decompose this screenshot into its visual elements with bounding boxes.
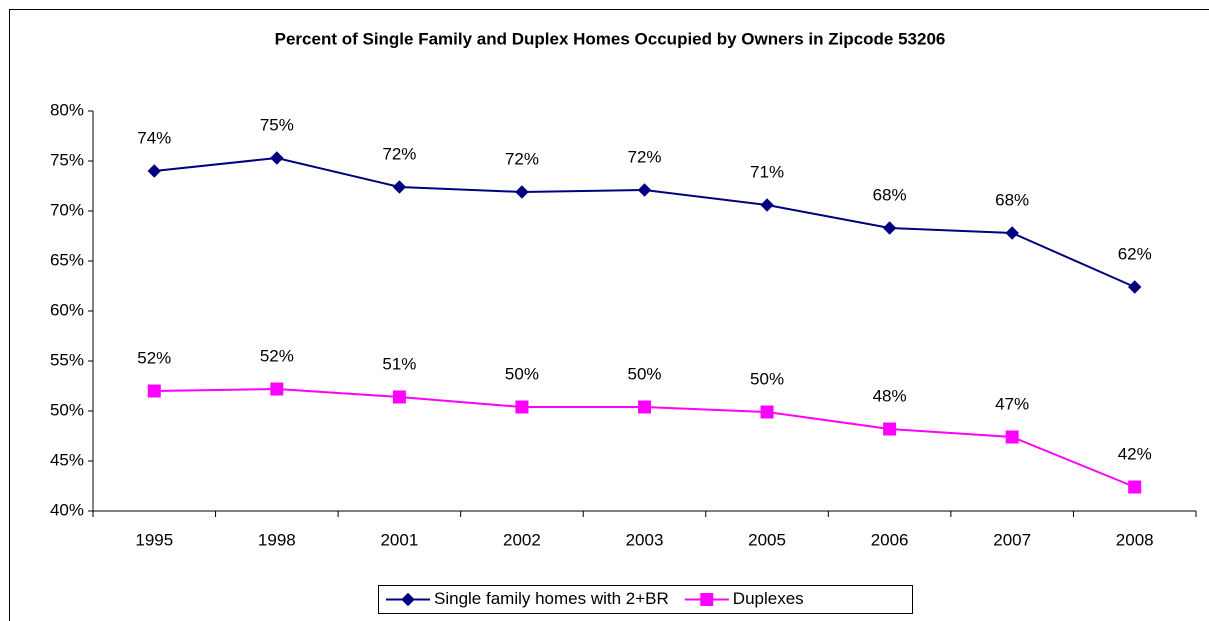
data-point: [1128, 280, 1142, 294]
chart-title: Percent of Single Family and Duplex Home…: [275, 29, 946, 48]
data-label: 48%: [873, 386, 907, 405]
x-tick-label: 2002: [503, 530, 541, 549]
data-point: [882, 221, 897, 235]
y-tick-label: 60%: [50, 300, 84, 319]
data-point: [147, 384, 161, 398]
data-label: 68%: [873, 185, 907, 204]
data-label: 50%: [627, 364, 661, 383]
data-point: [1128, 480, 1142, 494]
data-label: 47%: [995, 394, 1029, 413]
y-tick-label: 75%: [50, 150, 84, 169]
data-label: 50%: [505, 364, 539, 383]
data-label: 68%: [995, 190, 1029, 209]
data-point: [515, 185, 529, 199]
y-tick-label: 45%: [50, 450, 84, 469]
x-tick-label: 2006: [871, 530, 909, 549]
data-point: [270, 382, 284, 396]
legend-label: Duplexes: [733, 589, 804, 608]
x-tick-label: 2003: [626, 530, 664, 549]
data-label: 74%: [137, 128, 171, 147]
data-label: 71%: [750, 162, 784, 181]
legend-label: Single family homes with 2+BR: [434, 589, 669, 608]
data-label: 75%: [260, 115, 294, 134]
data-label: 52%: [260, 346, 294, 365]
x-tick-label: 2005: [748, 530, 786, 549]
data-point: [147, 164, 161, 178]
data-point: [638, 400, 651, 414]
x-tick-label: 2001: [380, 530, 418, 549]
data-point: [637, 183, 652, 197]
data-label: 52%: [137, 348, 171, 367]
data-label: 62%: [1118, 244, 1152, 263]
data-label: 72%: [505, 149, 539, 168]
y-tick-label: 50%: [50, 400, 84, 419]
chart-frame: [9, 9, 1209, 621]
data-point: [392, 390, 406, 404]
data-label: 72%: [382, 144, 416, 163]
data-point: [392, 180, 407, 194]
data-point: [883, 422, 897, 436]
data-point: [1005, 226, 1019, 240]
data-label: 50%: [750, 369, 784, 388]
x-tick-label: 1995: [135, 530, 173, 549]
data-point: [515, 400, 529, 414]
legend-marker: [401, 592, 415, 607]
y-tick-label: 70%: [50, 200, 84, 219]
data-label: 42%: [1118, 444, 1152, 463]
y-tick-label: 80%: [50, 100, 84, 119]
x-tick-label: 1998: [258, 530, 296, 549]
legend-marker: [700, 593, 714, 606]
data-label: 51%: [382, 354, 416, 373]
y-tick-label: 55%: [50, 350, 84, 369]
data-label: 72%: [627, 147, 661, 166]
y-tick-label: 65%: [50, 250, 84, 269]
x-tick-label: 2007: [993, 530, 1031, 549]
x-tick-label: 2008: [1116, 530, 1154, 549]
data-point: [1005, 430, 1019, 444]
y-tick-label: 40%: [50, 500, 84, 519]
data-point: [270, 151, 284, 165]
data-point: [760, 405, 774, 419]
legend-box: [378, 585, 913, 614]
data-point: [760, 198, 774, 212]
